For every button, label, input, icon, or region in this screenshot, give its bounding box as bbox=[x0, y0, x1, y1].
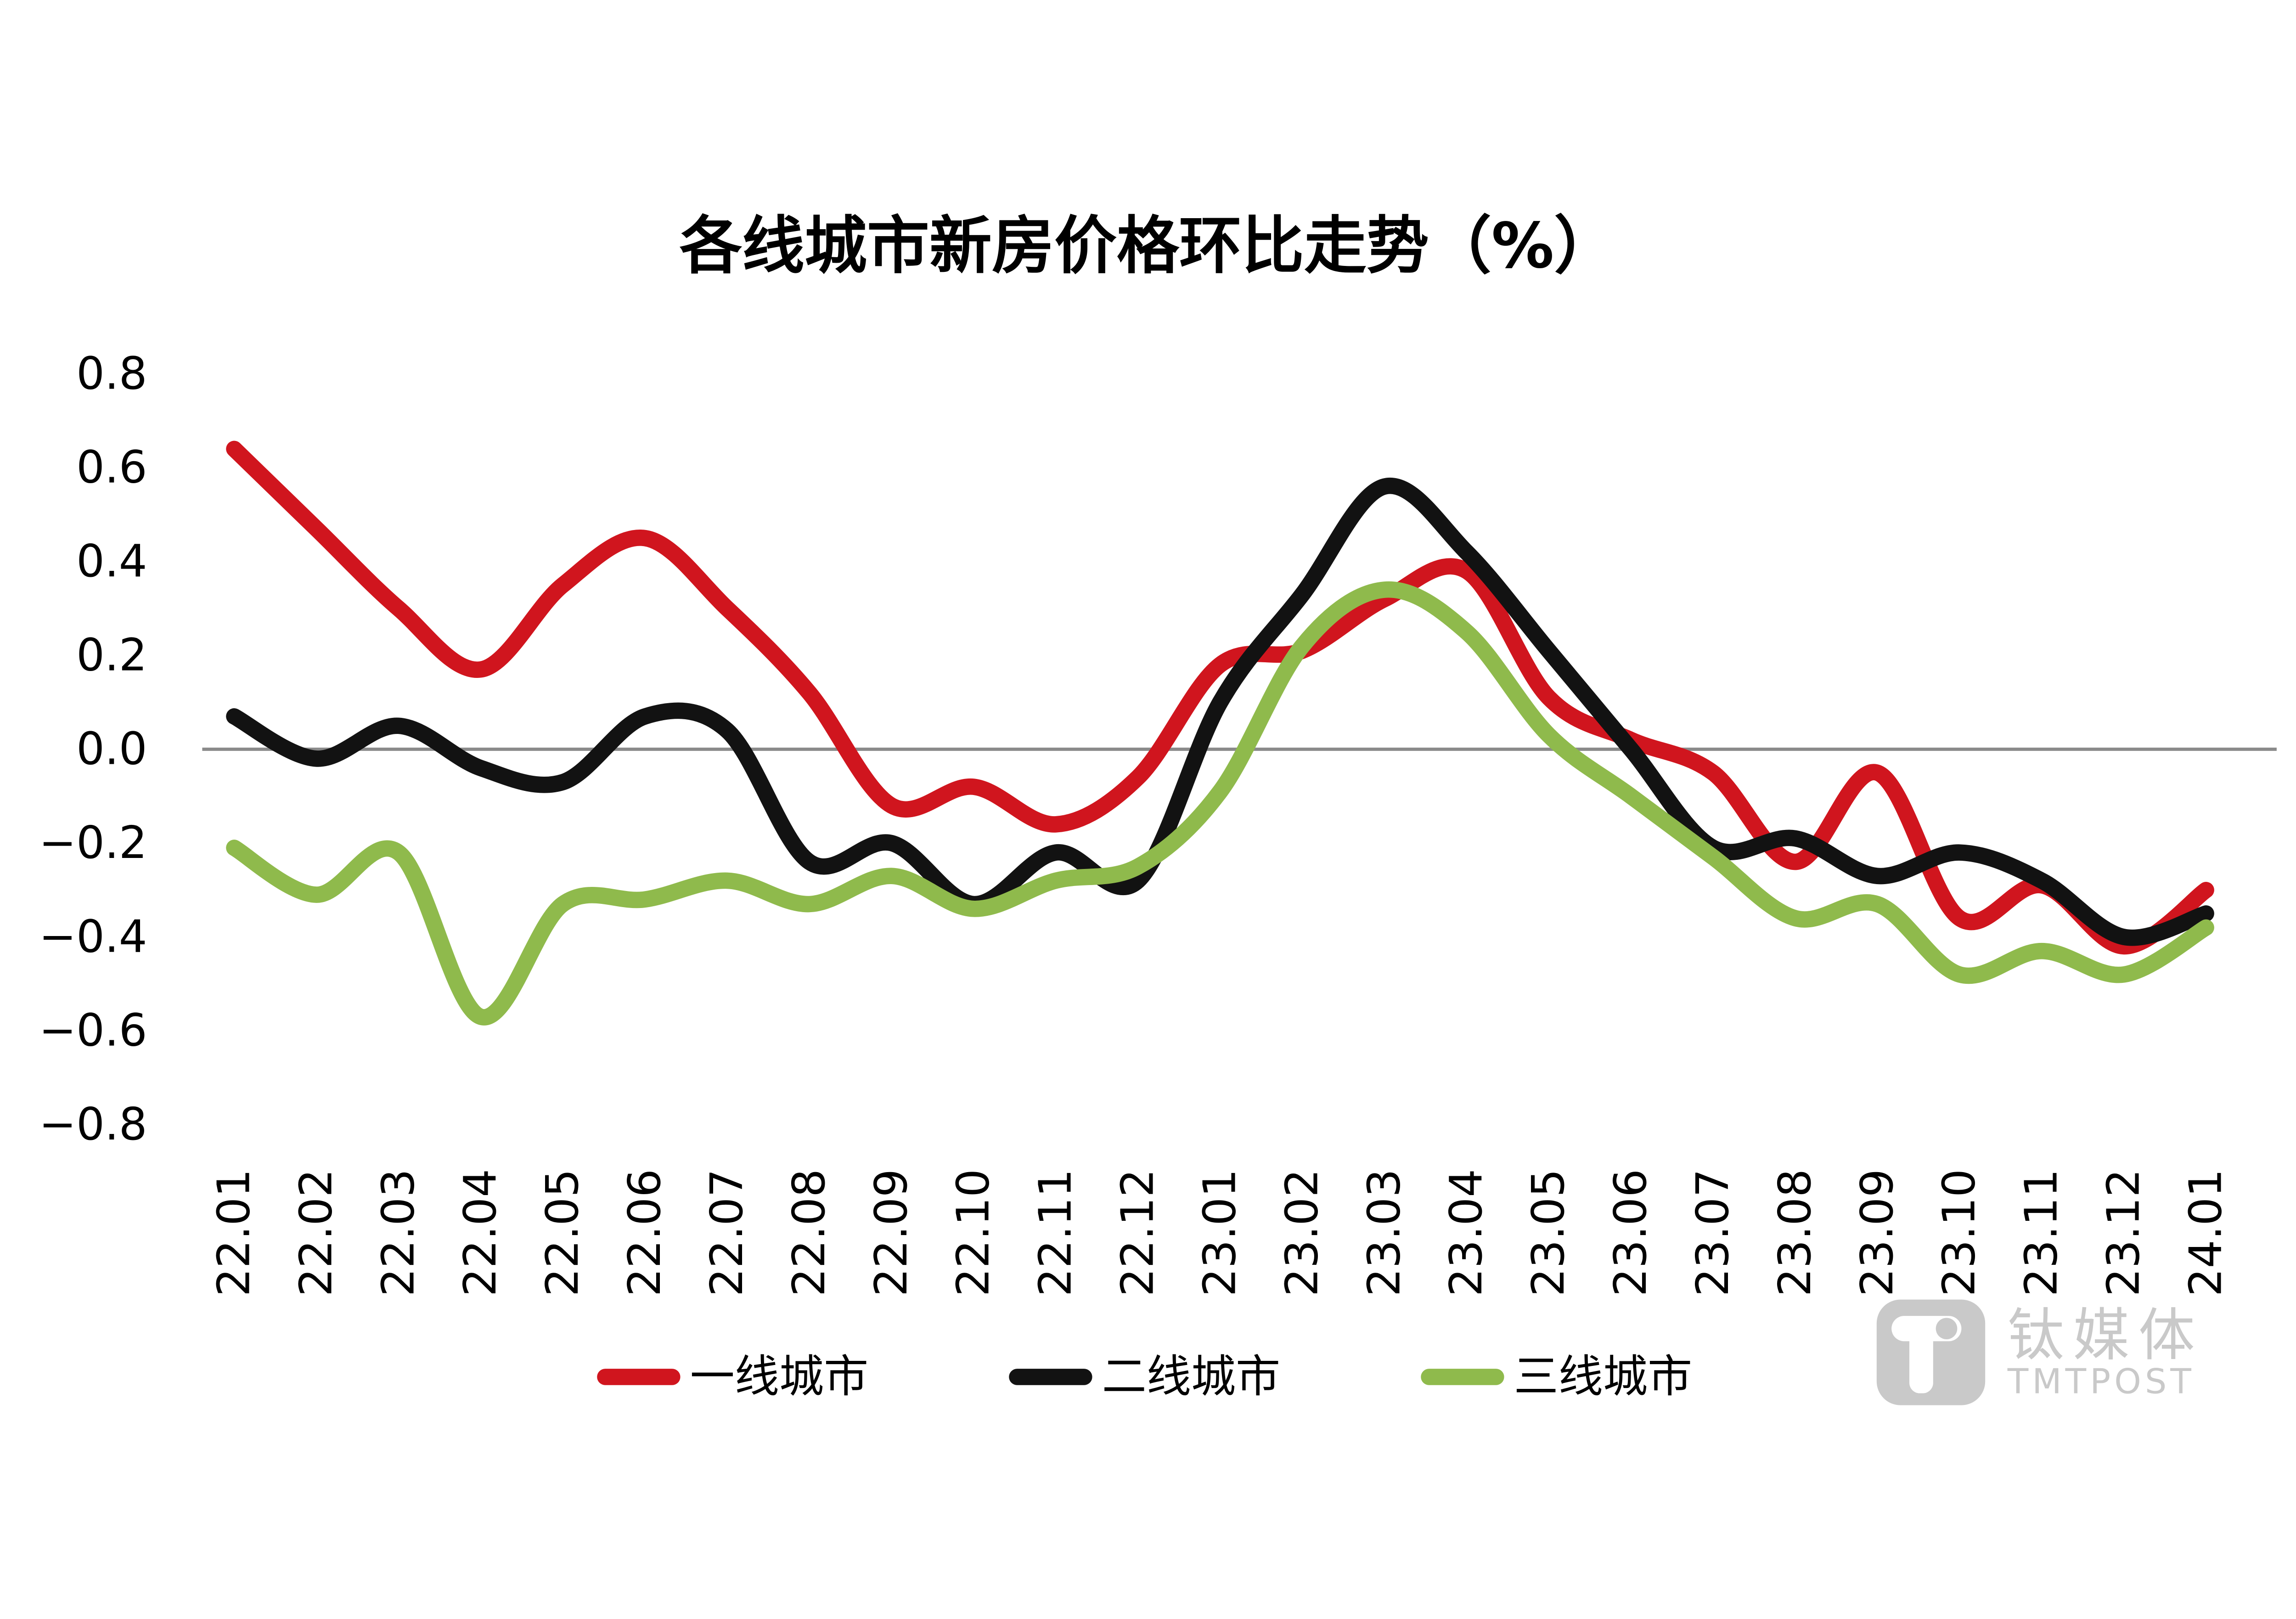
x-axis-tick-labels: 22.01 22.02 22.03 22.04 22.05 22.06 22.07 22.08… bbox=[208, 1169, 2231, 1297]
x-tick-label: 23.09 bbox=[1851, 1169, 1903, 1297]
series-line-1 bbox=[226, 477, 2214, 946]
x-tick-label: 22.08 bbox=[783, 1169, 835, 1297]
x-tick-label: 23.03 bbox=[1358, 1169, 1410, 1297]
x-tick-label: 23.06 bbox=[1604, 1169, 1656, 1297]
y-tick-label: −0.4 bbox=[39, 910, 147, 962]
x-tick-label: 22.01 bbox=[208, 1169, 259, 1297]
x-tick-label: 23.10 bbox=[1933, 1169, 1985, 1297]
x-tick-label: 23.05 bbox=[1522, 1169, 1574, 1297]
x-tick-label: 23.01 bbox=[1193, 1169, 1245, 1297]
x-tick-label: 23.04 bbox=[1440, 1169, 1492, 1297]
series-line-0 bbox=[226, 440, 2214, 955]
x-tick-label: 22.04 bbox=[454, 1169, 506, 1297]
legend-item-tier3: 三线城市 bbox=[1421, 1350, 1693, 1402]
legend-label-tier3: 三线城市 bbox=[1514, 1350, 1693, 1402]
x-tick-label: 22.07 bbox=[701, 1169, 753, 1297]
y-tick-label: 0.0 bbox=[76, 723, 147, 775]
x-tick-label: 22.11 bbox=[1030, 1169, 1081, 1297]
watermark: 钛媒体 TMTPOST bbox=[1876, 1299, 2204, 1405]
legend-label-tier2: 二线城市 bbox=[1102, 1350, 1281, 1402]
plot-lines bbox=[226, 440, 2214, 1026]
legend-item-tier1: 一线城市 bbox=[597, 1350, 869, 1402]
x-tick-label: 23.12 bbox=[2098, 1169, 2150, 1297]
y-tick-label: −0.2 bbox=[39, 817, 147, 869]
x-tick-label: 22.05 bbox=[536, 1169, 588, 1297]
x-tick-label: 24.01 bbox=[2179, 1169, 2231, 1297]
x-tick-label: 22.06 bbox=[619, 1169, 670, 1297]
y-tick-label: 0.4 bbox=[76, 535, 147, 587]
legend-label-tier1: 一线城市 bbox=[690, 1350, 869, 1402]
x-tick-label: 23.02 bbox=[1276, 1169, 1328, 1297]
x-tick-label: 22.03 bbox=[372, 1169, 424, 1297]
watermark-brand-cn: 钛媒体 bbox=[2008, 1303, 2204, 1368]
x-tick-label: 23.11 bbox=[2015, 1169, 2067, 1297]
y-tick-label: 0.2 bbox=[76, 629, 147, 681]
tmtpost-t-logo-icon bbox=[1876, 1299, 1986, 1405]
x-tick-label: 22.10 bbox=[947, 1169, 999, 1297]
legend: 一线城市 二线城市 三线城市 bbox=[597, 1350, 1693, 1402]
y-tick-label: −0.6 bbox=[39, 1004, 147, 1056]
x-tick-label: 23.07 bbox=[1687, 1169, 1739, 1297]
y-tick-label: 0.6 bbox=[76, 441, 147, 493]
chart-title: 各线城市新房价格环比走势（%） bbox=[680, 210, 1616, 282]
series-line-2 bbox=[226, 581, 2214, 1026]
legend-item-tier2: 二线城市 bbox=[1009, 1350, 1281, 1402]
y-tick-label: 0.8 bbox=[76, 347, 147, 399]
x-tick-label: 23.08 bbox=[1769, 1169, 1821, 1297]
x-tick-label: 22.02 bbox=[290, 1169, 342, 1297]
y-axis-tick-labels: 0.8 0.6 0.4 0.2 0.0 −0.2 −0.4 −0.6 −0.8 bbox=[39, 347, 147, 1150]
x-tick-label: 22.12 bbox=[1112, 1169, 1164, 1297]
y-tick-label: −0.8 bbox=[39, 1098, 147, 1150]
x-tick-label: 22.09 bbox=[865, 1169, 917, 1297]
watermark-brand-en: TMTPOST bbox=[2007, 1362, 2195, 1402]
